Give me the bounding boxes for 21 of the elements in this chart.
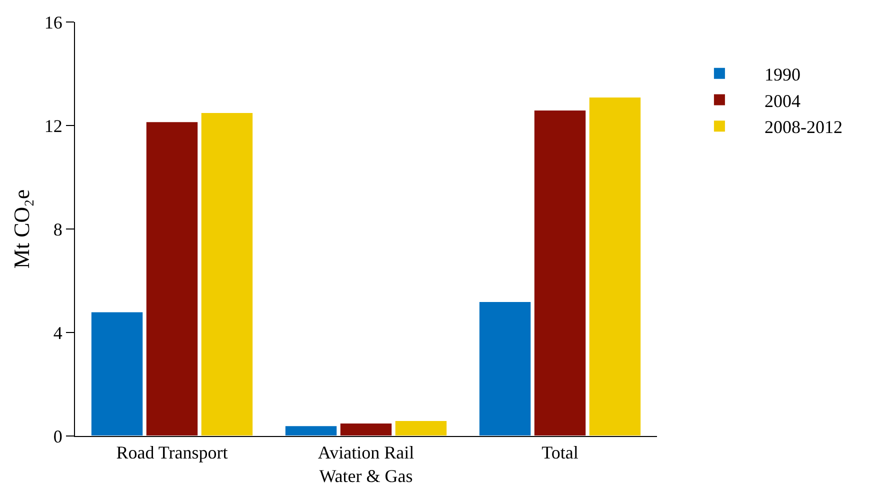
bar (145, 121, 199, 436)
y-tick-label: 16 (44, 12, 62, 32)
legend-label: 2004 (764, 90, 800, 111)
x-tick-label: Total (542, 442, 578, 463)
bar (478, 300, 532, 436)
y-tick-label: 12 (44, 116, 62, 136)
bar (394, 420, 448, 436)
legend-label: 2008-2012 (764, 117, 842, 138)
bar (588, 96, 642, 436)
legend-label: 1990 (764, 64, 800, 84)
bar (339, 422, 393, 436)
y-tick-label: 8 (53, 219, 62, 240)
bar (200, 112, 254, 436)
x-tick-label: Aviation Rail Water & Gas (318, 442, 414, 486)
bar (90, 311, 144, 436)
bar (533, 109, 587, 436)
y-tick-label: 0 (53, 426, 62, 446)
bar (284, 425, 338, 436)
y-tick-label: 4 (53, 322, 62, 343)
y-axis-title: Mt CO₂e (9, 189, 34, 269)
x-tick-label: Road Transport (116, 442, 228, 463)
